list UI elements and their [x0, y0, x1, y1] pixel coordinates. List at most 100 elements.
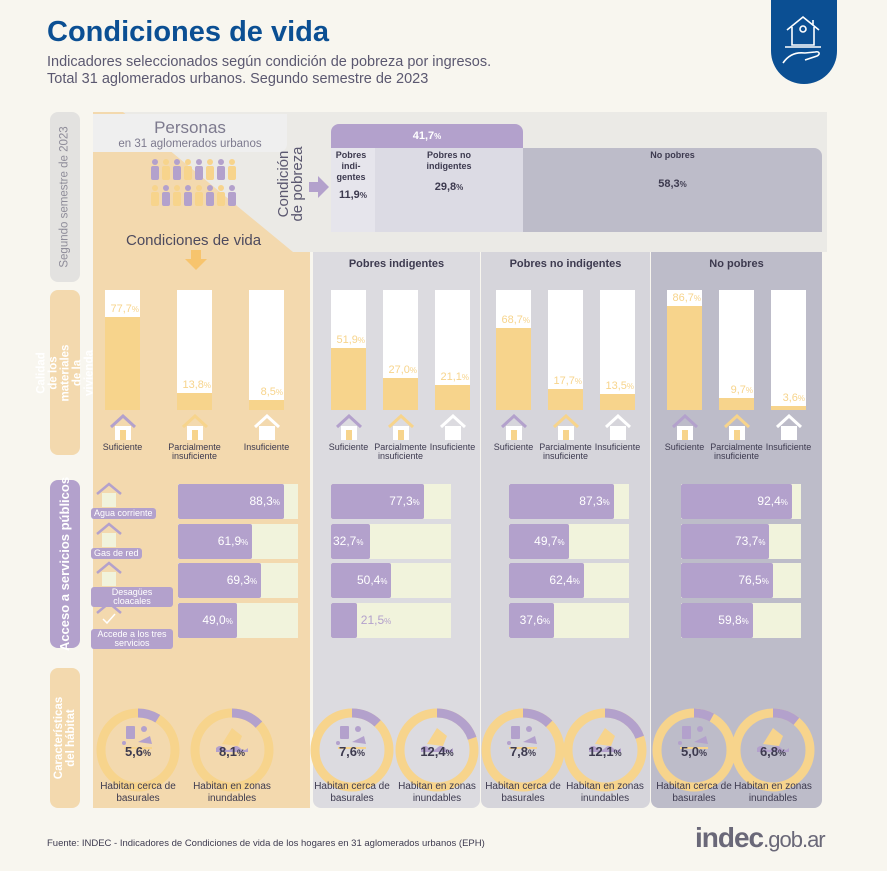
group-header: Pobres no indigentes — [509, 258, 622, 270]
service-bar: 32,7% — [331, 523, 451, 559]
arrow-right-icon — [309, 176, 329, 198]
service-value: 59,8% — [718, 612, 749, 627]
service-value: 62,4% — [549, 573, 580, 587]
personas-box: Personas en 31 aglomerados urbanos — [93, 114, 287, 152]
house-partial-icon — [552, 413, 580, 442]
personas-subtitle: en 31 aglomerados urbanos — [118, 138, 262, 150]
habitat-label: Habitan cerca de basurales — [656, 781, 732, 804]
service-value: 69,3% — [226, 573, 258, 587]
material-bar-fill — [548, 388, 583, 410]
period-label: Segundo semestre de 2023 — [50, 112, 80, 282]
service-bar: 88,3% — [178, 484, 298, 519]
material-bar: 27,0% — [383, 290, 418, 410]
habitat-donut-basurales — [479, 706, 567, 794]
poverty-axis-label: Condición de pobreza — [275, 146, 306, 222]
material-bar-fill — [667, 305, 702, 410]
service-value: 87,3% — [579, 494, 610, 508]
service-value: 49,7% — [534, 533, 565, 548]
service-value: 88,3% — [249, 494, 280, 508]
drain-icon — [95, 561, 125, 587]
material-label: Insuficiente — [243, 442, 290, 452]
material-bar: 21,1% — [435, 290, 470, 410]
service-bar: 50,4% — [331, 563, 451, 598]
service-bar-fill — [681, 602, 753, 638]
material-bar-fill — [719, 398, 754, 410]
material-label: Suficiente — [328, 442, 369, 452]
habitat-donut-inundables — [393, 706, 481, 794]
material-value: 17,7% — [553, 374, 582, 387]
service-value: 21,5% — [360, 612, 392, 627]
habitat-label: Habitan cerca de basurales — [100, 781, 176, 804]
material-label: Parcialmente insuficiente — [710, 442, 763, 461]
material-label: Parcialmente insuficiente — [168, 442, 221, 461]
habitat-donut-basurales — [650, 706, 738, 794]
service-bar-fill — [681, 563, 773, 598]
house-insufficient-icon — [775, 413, 803, 442]
habitat-label: Habitan cerca de basurales — [485, 781, 561, 804]
service-bar: 49,7% — [509, 523, 629, 559]
habitat-label: Habitan cerca de basurales — [314, 781, 390, 804]
service-bar-fill — [331, 484, 424, 519]
house-icon — [500, 413, 528, 442]
material-bar-fill — [496, 327, 531, 410]
material-label: Parcialmente insuficiente — [374, 442, 427, 461]
service-bar: 77,3% — [331, 484, 451, 519]
service-value: 61,9% — [217, 533, 249, 548]
material-value: 3,6% — [782, 391, 805, 404]
service-bar-fill — [178, 602, 237, 638]
house-icon — [109, 413, 137, 442]
people-icon — [151, 159, 236, 206]
services-section-label: Acceso a servicios públicos — [50, 477, 80, 651]
material-label: Suficiente — [664, 442, 705, 452]
house-hand-icon — [771, 0, 837, 84]
material-value: 13,8% — [182, 379, 211, 392]
service-bar-fill — [331, 523, 371, 559]
subtitle: Indicadores seleccionados según condició… — [47, 54, 492, 70]
service-bar: 76,5% — [681, 563, 801, 598]
service-bar-fill — [178, 563, 262, 598]
habitat-value: 12,1% — [588, 744, 622, 759]
habitat-value: 6,8% — [759, 744, 787, 759]
gas-icon — [95, 521, 125, 548]
service-value: 50,4% — [357, 573, 388, 587]
service-bar: 21,5% — [331, 602, 451, 638]
material-bar-fill — [105, 316, 140, 410]
service-bar-fill — [681, 484, 792, 519]
group-header: Pobres indigentes — [348, 258, 445, 270]
service-label: Desagües cloacales — [91, 587, 173, 607]
habitat-value: 5,6% — [124, 744, 152, 759]
service-bar-fill — [509, 484, 614, 519]
material-label: Parcialmente insuficiente — [539, 442, 592, 461]
material-value: 9,7% — [730, 384, 753, 397]
poor-total-header: 41,7% — [331, 124, 523, 148]
house-insufficient-icon — [604, 413, 632, 442]
service-value: 37,6% — [519, 612, 551, 627]
service-label: Gas de red — [91, 547, 142, 559]
service-value: 76,5% — [738, 573, 769, 587]
house-icon — [671, 413, 699, 442]
material-bar: 13,5% — [600, 290, 635, 410]
service-bar: 37,6% — [509, 602, 629, 638]
service-bar: 49,0% — [178, 602, 298, 638]
material-value: 77,7% — [110, 302, 139, 315]
habitat-value: 5,0% — [680, 744, 708, 759]
material-value: 68,7% — [501, 313, 530, 326]
material-bar: 9,7% — [719, 290, 754, 410]
service-bar: 61,9% — [178, 523, 298, 559]
service-bar-fill — [178, 523, 253, 559]
service-bar-fill — [509, 563, 584, 598]
service-bar-fill — [681, 523, 770, 559]
material-label: Suficiente — [493, 442, 534, 452]
material-bar: 3,6% — [771, 290, 806, 410]
service-value: 92,4% — [757, 494, 788, 508]
service-bar-fill — [331, 602, 357, 638]
material-bar-fill — [249, 399, 284, 410]
service-label: Accede a los tres servicios — [91, 628, 173, 649]
material-bar-fill — [331, 347, 366, 410]
condiciones-label: Condiciones de vida — [126, 232, 262, 249]
service-bar: 87,3% — [509, 484, 629, 519]
material-bar: 77,7% — [105, 290, 140, 410]
service-label: Agua corriente — [91, 508, 156, 519]
material-value: 21,1% — [440, 370, 469, 383]
habitat-value: 8,1% — [218, 744, 246, 759]
